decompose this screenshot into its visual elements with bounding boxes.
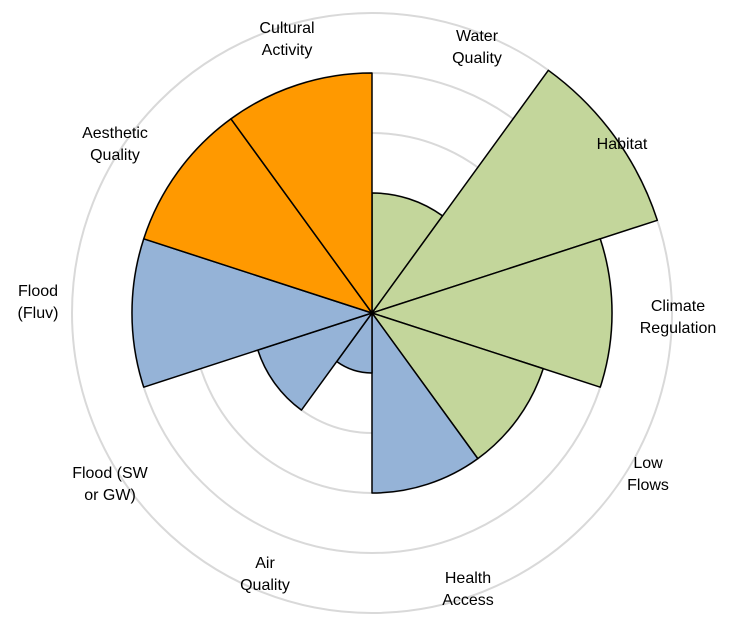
wedge (371, 312, 479, 494)
category-label-line: Flood (18, 283, 58, 300)
wedge (371, 238, 613, 388)
category-label-line: Habitat (597, 136, 648, 153)
category-label-line: Health (445, 570, 491, 587)
category-label: Flood (SW or GW) (72, 465, 148, 504)
grid-ring (71, 12, 673, 614)
category-label: Flood (Fluv) (18, 283, 59, 322)
category-label-line: Water (456, 28, 499, 45)
category-label-line: Aesthetic (82, 125, 148, 142)
category-label-line: Quality (90, 147, 140, 164)
category-label-line: Quality (240, 577, 290, 594)
wedge (371, 192, 444, 314)
category-label: Climate Regulation (640, 298, 717, 337)
wedge (371, 69, 659, 314)
category-label: Water Quality (452, 28, 502, 67)
category-label: Cultural Activity (259, 20, 314, 59)
category-label-line: Climate (651, 298, 705, 315)
category-label-line: Low (633, 455, 663, 472)
category-label-line: Cultural (259, 20, 314, 37)
category-label-line: Air (255, 555, 275, 572)
category-label: Health Access (442, 570, 494, 609)
category-label: Air Quality (240, 555, 290, 594)
category-label-line: Quality (452, 50, 502, 67)
category-label-line: or GW) (84, 487, 136, 504)
wedge (257, 312, 373, 411)
category-label-line: (Fluv) (18, 305, 59, 322)
wedge (371, 312, 544, 460)
category-label-line: Regulation (640, 320, 717, 337)
category-label-line: Flood (SW (72, 465, 148, 482)
category-label: Low Flows (627, 455, 669, 494)
wedge (230, 72, 373, 314)
category-label: Aesthetic Quality (82, 125, 148, 164)
wedge (131, 238, 373, 388)
category-label-line: Access (442, 592, 494, 609)
wedge (142, 118, 373, 314)
category-label: Habitat (597, 136, 648, 153)
category-label-line: Activity (262, 42, 313, 59)
category-label-line: Flows (627, 477, 669, 494)
